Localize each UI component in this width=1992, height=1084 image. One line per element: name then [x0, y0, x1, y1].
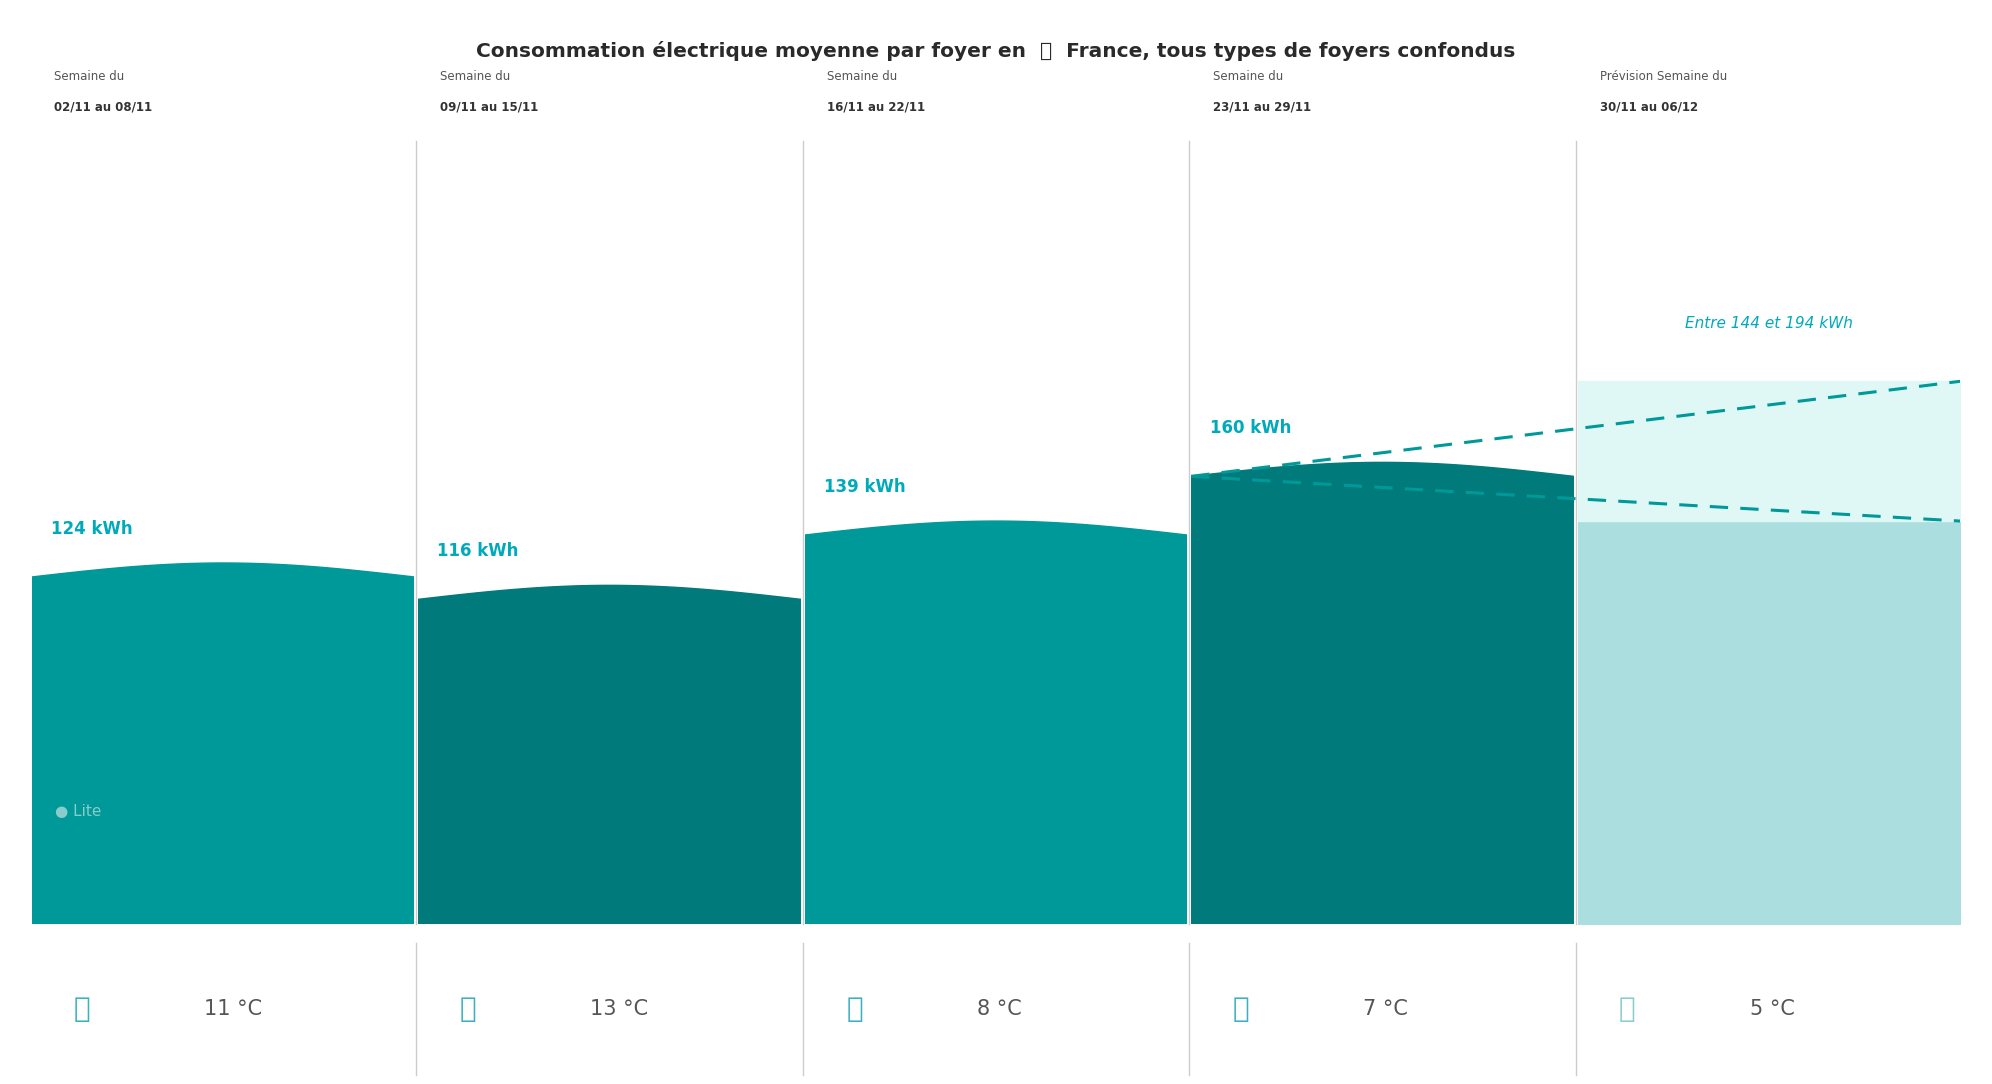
- Text: 13 °C: 13 °C: [590, 999, 649, 1019]
- Text: Semaine du: Semaine du: [1213, 70, 1283, 83]
- Text: 🌡: 🌡: [74, 995, 90, 1023]
- Text: Semaine du: Semaine du: [440, 70, 510, 83]
- Text: Prévision Semaine du: Prévision Semaine du: [1600, 70, 1727, 83]
- Text: 16/11 au 22/11: 16/11 au 22/11: [827, 101, 924, 114]
- Polygon shape: [418, 585, 801, 924]
- Polygon shape: [32, 563, 414, 924]
- Text: 🌡: 🌡: [847, 995, 863, 1023]
- Text: Entre 144 et 194 kWh: Entre 144 et 194 kWh: [1685, 317, 1853, 331]
- Text: 🌡: 🌡: [1233, 995, 1249, 1023]
- Text: 8 °C: 8 °C: [976, 999, 1022, 1019]
- Text: 7 °C: 7 °C: [1363, 999, 1408, 1019]
- Text: Semaine du: Semaine du: [54, 70, 124, 83]
- Text: 11 °C: 11 °C: [203, 999, 263, 1019]
- Text: Consommation électrique moyenne par foyer en  📍  France, tous types de foyers co: Consommation électrique moyenne par foye…: [476, 41, 1516, 61]
- Text: 23/11 au 29/11: 23/11 au 29/11: [1213, 101, 1311, 114]
- Text: ● Lite: ● Lite: [56, 804, 102, 820]
- Text: 124 kWh: 124 kWh: [52, 520, 133, 538]
- Text: 🌡: 🌡: [460, 995, 476, 1023]
- Text: 139 kWh: 139 kWh: [825, 478, 906, 495]
- Polygon shape: [1191, 463, 1574, 924]
- Text: 30/11 au 06/12: 30/11 au 06/12: [1600, 101, 1697, 114]
- Text: Semaine du: Semaine du: [827, 70, 896, 83]
- Text: 5 °C: 5 °C: [1749, 999, 1795, 1019]
- Text: 116 kWh: 116 kWh: [438, 542, 518, 560]
- Polygon shape: [805, 521, 1187, 924]
- Text: 09/11 au 15/11: 09/11 au 15/11: [440, 101, 538, 114]
- Text: 🌡: 🌡: [1619, 995, 1635, 1023]
- Text: 160 kWh: 160 kWh: [1211, 420, 1291, 437]
- Text: 02/11 au 08/11: 02/11 au 08/11: [54, 101, 151, 114]
